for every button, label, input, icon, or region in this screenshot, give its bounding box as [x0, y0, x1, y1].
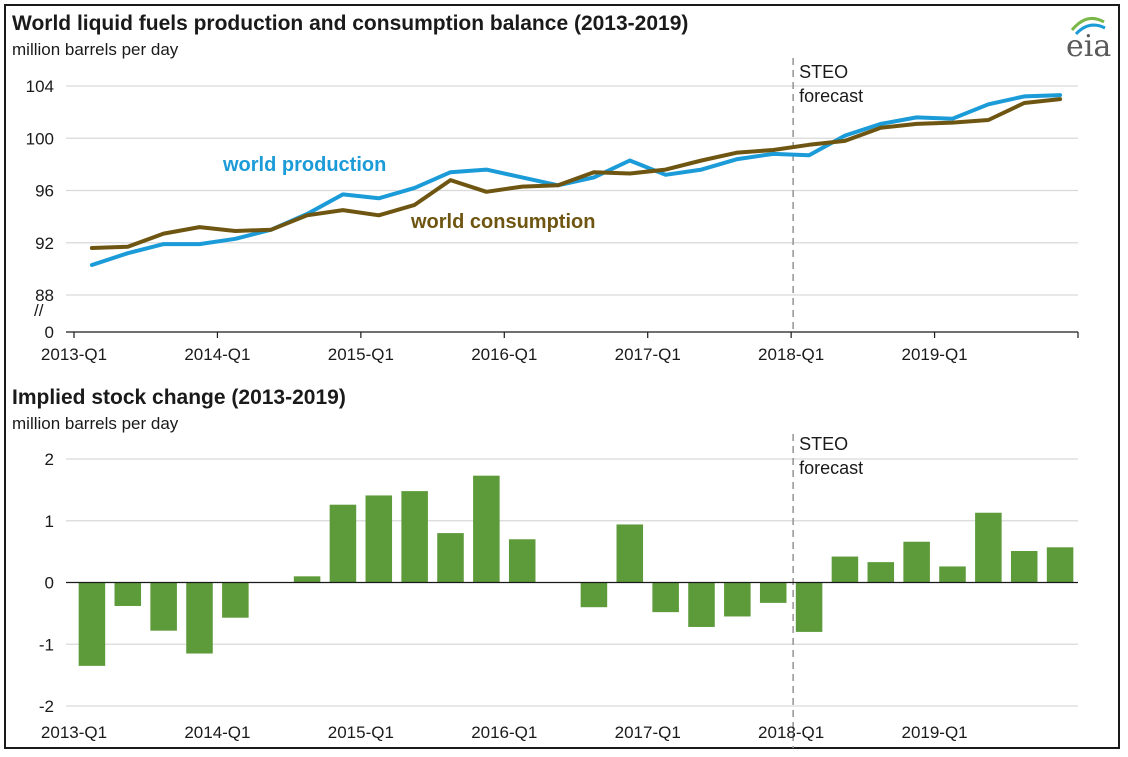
- line-chart-y-tick-label: 88: [35, 286, 54, 305]
- bar-chart-x-tick-label: 2017-Q1: [615, 723, 681, 742]
- bar-chart-forecast-label-steo: STEO: [799, 434, 848, 454]
- line-chart-y-tick-label: 96: [35, 182, 54, 201]
- line-chart-x-tick-label: 2017-Q1: [615, 345, 681, 364]
- bar-chart-x-tick-label: 2014-Q1: [184, 723, 250, 742]
- bar-chart-y-tick-label: -2: [39, 697, 54, 716]
- line-chart-gridlines: [66, 85, 1078, 296]
- bar-chart-gridlines: [66, 458, 1078, 707]
- chart-canvas: World liquid fuels production and consum…: [12, 12, 1111, 748]
- bar-chart-x-tick-label: 2015-Q1: [328, 723, 394, 742]
- bar-stock-change: [329, 504, 357, 583]
- series-label-world-consumption: world consumption: [410, 211, 595, 233]
- bar-chart-y-tick-label: -1: [39, 635, 54, 654]
- bar-stock-change: [78, 582, 106, 666]
- line-chart-x-tick-label: 2019-Q1: [901, 345, 967, 364]
- line-chart-forecast-label-forecast: forecast: [799, 86, 863, 106]
- bar-stock-change: [580, 582, 608, 608]
- bar-stock-change: [616, 524, 644, 583]
- bar-stock-change: [473, 475, 500, 583]
- bar-chart-x-tick-label: 2016-Q1: [471, 723, 537, 742]
- bar-stock-change: [688, 582, 715, 627]
- bar-stock-change: [293, 576, 321, 583]
- bar-stock-change: [903, 541, 930, 583]
- bar-chart-forecast-divider: STEO forecast: [792, 434, 863, 748]
- bar-stock-change: [831, 556, 859, 583]
- line-chart-forecast-label-steo: STEO: [799, 62, 848, 82]
- line-chart-y-ticks: 104 100 96 92 88 0: [26, 77, 54, 342]
- bar-stock-change: [114, 582, 142, 606]
- line-chart-x-tick-label: 2018-Q1: [758, 345, 824, 364]
- line-chart-x-axis: 2013-Q1 2014-Q1 2015-Q1 2016-Q1 2017-Q1 2018-…: [41, 331, 1079, 364]
- bar-chart-x-tick-label: 2018-Q1: [758, 723, 824, 742]
- bar-stock-change: [401, 491, 428, 583]
- bar-stock-change: [939, 566, 966, 583]
- bar-chart-y-tick-label: 0: [45, 574, 54, 593]
- bar-stock-change: [759, 582, 787, 603]
- bar-stock-change: [867, 562, 895, 583]
- line-chart-y-tick-label: 104: [26, 77, 54, 96]
- eia-logo: eia: [1066, 16, 1111, 64]
- bar-chart-y-ticks: 2 1 0 -1 -2: [39, 450, 54, 716]
- bar-stock-change: [795, 582, 823, 632]
- eia-logo-text: eia: [1066, 29, 1111, 64]
- line-chart-x-tick-label: 2013-Q1: [41, 345, 107, 364]
- line-chart-title: World liquid fuels production and consum…: [12, 12, 688, 35]
- bar-chart-x-tick-label: 2019-Q1: [901, 723, 967, 742]
- bar-chart-y-tick-label: 1: [45, 512, 54, 531]
- bar-chart-x-tick-label: 2013-Q1: [41, 723, 107, 742]
- bar-stock-change: [150, 582, 177, 631]
- series-line-world-production: [89, 93, 1063, 267]
- chart-frame: World liquid fuels production and consum…: [4, 4, 1120, 749]
- series-line-world-consumption: [89, 97, 1063, 250]
- bar-stock-change: [1046, 547, 1074, 583]
- line-chart-x-tick-label: 2016-Q1: [471, 345, 537, 364]
- line-chart-y-tick-label: 100: [26, 129, 54, 148]
- bar-stock-change: [365, 495, 393, 583]
- bar-chart-bars: [78, 475, 1074, 666]
- line-chart-forecast-divider: STEO forecast: [792, 58, 863, 332]
- line-chart-y-tick-label: 92: [35, 234, 54, 253]
- bar-stock-change: [186, 582, 213, 654]
- bar-stock-change: [724, 582, 751, 617]
- line-chart-series: [89, 93, 1063, 267]
- eia-logo-arc-green: [1070, 16, 1105, 31]
- bar-chart-y-tick-label: 2: [45, 450, 54, 469]
- eia-logo-arc-blue: [1074, 23, 1106, 36]
- bar-chart-title: Implied stock change (2013-2019): [12, 386, 346, 409]
- line-chart-x-tick-label: 2014-Q1: [184, 345, 250, 364]
- bar-chart-ylabel: million barrels per day: [12, 414, 179, 433]
- bar-stock-change: [1010, 551, 1038, 583]
- axis-break-mark: //: [34, 301, 44, 320]
- bar-stock-change: [975, 512, 1002, 583]
- bar-chart-forecast-label-forecast: forecast: [799, 458, 863, 478]
- line-chart-ylabel: million barrels per day: [12, 40, 179, 59]
- series-label-world-production: world production: [222, 154, 386, 176]
- line-chart-x-tick-label: 2015-Q1: [328, 345, 394, 364]
- bar-stock-change: [652, 582, 679, 613]
- bar-chart-x-axis: 2013-Q1 2014-Q1 2015-Q1 2016-Q1 2017-Q1 2018-…: [41, 581, 1078, 742]
- bar-stock-change: [437, 533, 464, 583]
- line-chart-y-tick-label: 0: [45, 323, 54, 342]
- bar-stock-change: [508, 539, 536, 583]
- bar-stock-change: [222, 582, 249, 618]
